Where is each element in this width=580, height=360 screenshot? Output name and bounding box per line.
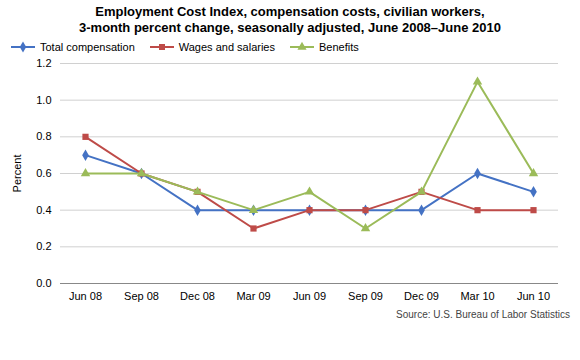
html-text:Wages and salaries: Wages and salaries [178, 40, 275, 53]
svg-text:Dec 09: Dec 09 [404, 290, 439, 302]
html-text:Employment Cost Index, compens: Employment Cost Index, compensation cost… [79, 4, 501, 36]
svg-text:Sep 08: Sep 08 [124, 290, 159, 302]
html-text:Total compensation: Total compensation [40, 40, 135, 53]
svg-text:0.6: 0.6 [36, 167, 51, 179]
svg-text:1.2: 1.2 [36, 57, 51, 69]
html-text:Source: U.S. Bureau of Labor S: Source: U.S. Bureau of Labor Statistics [396, 308, 570, 320]
svg-text:Dec 08: Dec 08 [180, 290, 215, 302]
svg-text:Jun 10: Jun 10 [517, 290, 550, 302]
html-text:Benefits: Benefits [319, 40, 359, 53]
svg-text:Jun 08: Jun 08 [69, 290, 102, 302]
svg-text:Percent: Percent [11, 154, 23, 192]
svg-text:0.8: 0.8 [36, 130, 51, 142]
svg-text:0.0: 0.0 [36, 277, 51, 289]
svg-text:Jun 09: Jun 09 [293, 290, 326, 302]
svg-text:0.2: 0.2 [36, 240, 51, 252]
svg-text:Mar 09: Mar 09 [236, 290, 270, 302]
svg-text:Mar 10: Mar 10 [460, 290, 494, 302]
svg-text:Sep 09: Sep 09 [348, 290, 383, 302]
svg-text:0.4: 0.4 [36, 203, 51, 215]
svg-text:1.0: 1.0 [36, 93, 51, 105]
